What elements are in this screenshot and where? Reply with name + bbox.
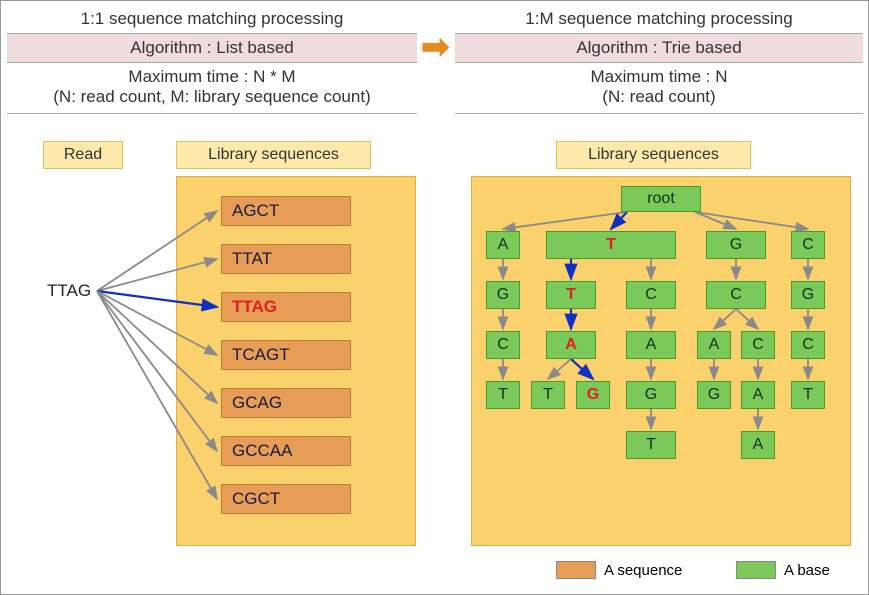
right-time: Maximum time : N (N: read count) — [455, 63, 863, 114]
legend-base-label: A base — [784, 562, 830, 579]
trie-node: C — [486, 331, 520, 359]
sequence-item: GCAG — [221, 388, 351, 418]
trie-node: A — [741, 431, 775, 459]
right-time-2: (N: read count) — [455, 87, 863, 107]
trie-node: G — [626, 381, 676, 409]
trie-node: T — [626, 431, 676, 459]
sequence-item: CGCT — [221, 484, 351, 514]
trie-node: G — [697, 381, 731, 409]
trie-node: T — [791, 381, 825, 409]
sequence-item: TCAGT — [221, 340, 351, 370]
trie-node: A — [626, 331, 676, 359]
legend-seq-label: A sequence — [604, 562, 682, 579]
trie-node: A — [741, 381, 775, 409]
left-title: 1:1 sequence matching processing — [7, 5, 417, 34]
trie-node: C — [791, 231, 825, 259]
left-time: Maximum time : N * M (N: read count, M: … — [7, 63, 417, 114]
read-value: TTAG — [47, 281, 91, 301]
left-time-2: (N: read count, M: library sequence coun… — [7, 87, 417, 107]
sequence-item: AGCT — [221, 196, 351, 226]
trie-node: T — [531, 381, 565, 409]
legend-base-swatch — [736, 561, 776, 579]
left-time-1: Maximum time : N * M — [7, 67, 417, 87]
trie-node: C — [626, 281, 676, 309]
sequence-item: GCCAA — [221, 436, 351, 466]
trie-node: T — [486, 381, 520, 409]
read-header: Read — [43, 141, 123, 169]
trie-root: root — [621, 186, 701, 212]
trie-node: G — [791, 281, 825, 309]
transition-arrow-icon: ➡ — [421, 27, 450, 67]
trie-node: A — [697, 331, 731, 359]
trie-nodes: rootATGCGTCCGCAAACCTTGGGATTA — [471, 176, 851, 546]
trie-node: G — [706, 231, 766, 259]
trie-node: A — [486, 231, 520, 259]
trie-node: C — [741, 331, 775, 359]
right-lib-header: Library sequences — [556, 141, 751, 169]
right-header: 1:M sequence matching processing Algorit… — [455, 5, 863, 114]
trie-node: T — [546, 231, 676, 259]
right-time-1: Maximum time : N — [455, 67, 863, 87]
right-algo: Algorithm : Trie based — [455, 34, 863, 63]
trie-node: G — [486, 281, 520, 309]
sequence-item: TTAG — [221, 292, 351, 322]
sequence-item: TTAT — [221, 244, 351, 274]
right-title: 1:M sequence matching processing — [455, 5, 863, 34]
trie-node: A — [546, 331, 596, 359]
left-header: 1:1 sequence matching processing Algorit… — [7, 5, 417, 114]
legend-base: A base — [736, 561, 830, 579]
left-algo: Algorithm : List based — [7, 34, 417, 63]
trie-node: T — [546, 281, 596, 309]
trie-node: C — [791, 331, 825, 359]
trie-node: G — [576, 381, 610, 409]
trie-node: C — [706, 281, 766, 309]
legend-seq: A sequence — [556, 561, 682, 579]
left-lib-header: Library sequences — [176, 141, 371, 169]
legend-seq-swatch — [556, 561, 596, 579]
